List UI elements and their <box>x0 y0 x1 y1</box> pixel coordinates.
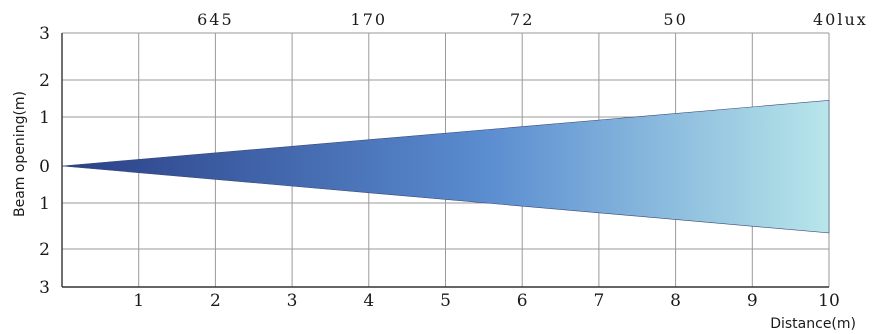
y-tick-label: 1 <box>39 194 50 214</box>
x-tick-label: 1 <box>133 291 144 311</box>
x-tick-label: 7 <box>593 291 604 311</box>
x-tick-label: 6 <box>517 291 528 311</box>
x-axis-title: Distance(m) <box>770 316 856 332</box>
beam-cone <box>61 100 830 234</box>
y-axis-title: Beam opening(m) <box>12 91 28 217</box>
x-tick-label: 3 <box>287 291 298 311</box>
y-tick-label: 3 <box>39 24 50 44</box>
y-tick-label: 1 <box>39 108 50 128</box>
lux-label: 170 <box>351 10 388 29</box>
lux-label: 72 <box>510 10 534 29</box>
y-tick-label: 2 <box>39 240 50 260</box>
x-tick-label: 10 <box>818 291 840 311</box>
x-tick-label: 5 <box>440 291 451 311</box>
y-tick-label: 2 <box>39 71 50 91</box>
lux-label: 645 <box>197 10 234 29</box>
axes <box>61 33 829 288</box>
lux-label: 40lux <box>813 10 868 29</box>
y-tick-label: 0 <box>39 157 50 177</box>
lux-label: 50 <box>663 10 687 29</box>
y-tick-label: 3 <box>39 278 50 298</box>
x-tick-label: 4 <box>363 291 374 311</box>
x-tick-label: 2 <box>210 291 221 311</box>
x-tick-label: 9 <box>747 291 758 311</box>
beam-layer <box>61 100 830 234</box>
x-tick-label: 8 <box>670 291 681 311</box>
